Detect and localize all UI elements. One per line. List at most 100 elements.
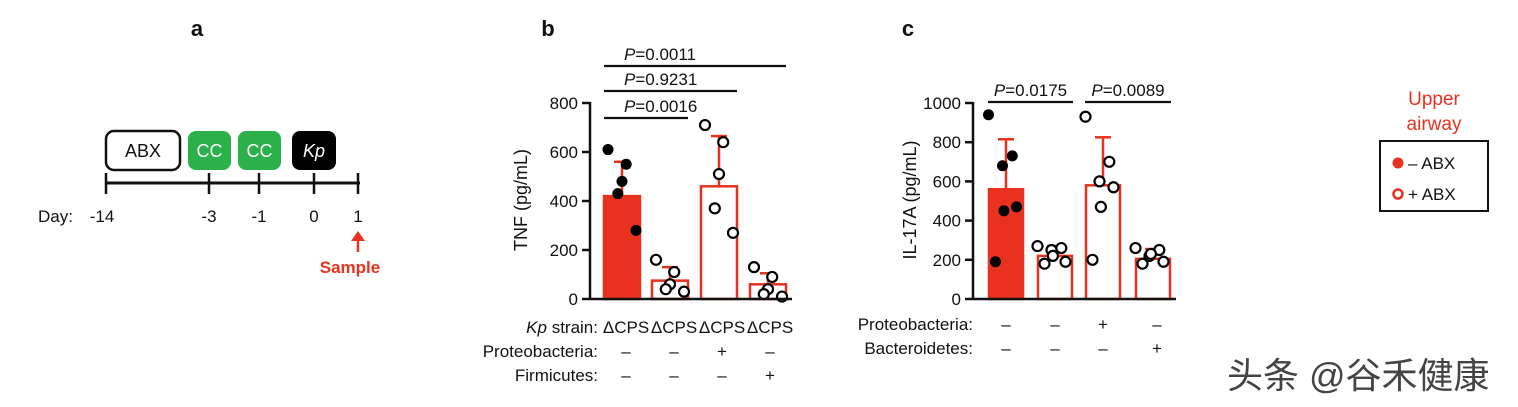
p-value-label: P=0.0011 [624,45,696,64]
data-point [1006,150,1018,162]
day-tick-label: 1 [353,207,362,226]
data-point [1094,200,1108,213]
condition-value: – [1001,339,1011,358]
firmicutes-row-label: Firmicutes: [515,366,598,385]
y-tick-label: 400 [550,192,578,211]
data-point [1144,247,1158,261]
condition-value: – [669,366,679,385]
sample-arrow-icon [351,231,365,241]
panel-b-plot: 0 200 400 600 800 P=0.0011 P=0.9231 P=0.0016 [550,45,792,309]
y-tick-label: 800 [550,94,578,113]
condition-value: – [669,342,679,361]
legend-title-line-2: airway [1407,114,1462,135]
p-value-label: P=0.0175 [994,81,1067,100]
condition-value: – [1001,315,1011,334]
legend: Upper airway – ABX + ABX [1379,89,1489,212]
proteobacteria-row-label: Proteobacteria: [483,342,598,361]
data-point [983,109,994,121]
panel-c-conditions: Proteobacteria: Bacteroidetes: – – + – – – – + [858,315,1163,358]
y-tick-label: 600 [550,143,578,162]
data-point [998,205,1010,217]
cc-box-1 [188,131,231,170]
abx-box [104,129,182,172]
data-point [620,158,632,170]
day-tick-label: 0 [309,207,318,226]
kp-box-label: Kp [303,141,325,161]
data-point [712,167,726,181]
y-tick-label: 400 [933,212,961,231]
abx-box-label: ABX [125,141,161,161]
sample-label: Sample [320,258,380,277]
data-point [708,202,721,215]
y-tick-label: 0 [952,290,961,309]
panel-b: b TNF (pg/mL) 0 200 400 600 800 P=0.0011 P=0.9… [483,16,793,385]
proteobacteria-row-label: Proteobacteria: [858,315,973,334]
data-point [1136,257,1149,270]
p-value-label: P=0.0089 [1091,81,1164,100]
bar [699,185,739,301]
p-value-label: P=0.9231 [624,70,697,89]
condition-value: + [765,366,775,385]
y-tick-label: 200 [933,251,961,270]
data-point [1129,241,1142,255]
panel-c-y-axis-title: IL-17A (pg/mL) [900,140,920,259]
condition-value: – [1152,315,1162,334]
data-point [1059,255,1072,268]
data-point [659,283,672,296]
bacteroidetes-row-label: Bacteroidetes: [864,339,973,358]
y-tick-label: 200 [550,241,578,260]
condition-value: + [1152,339,1162,358]
data-point [677,285,691,298]
condition-value: ΔCPS [747,318,793,337]
filled-circle-icon [1392,157,1404,169]
condition-value: + [717,342,727,361]
data-point [1055,241,1068,255]
data-point [698,118,712,132]
panel-b-label: b [541,16,554,41]
data-point [766,270,779,284]
panel-a: a ABX CC CC Kp Day: -14 -3 -1 0 1 Sample [38,16,380,277]
condition-value: + [1098,315,1108,334]
data-point [612,188,624,200]
day-tick-label: -1 [251,207,266,226]
condition-value: ΔCPS [699,318,745,337]
y-tick-label: 600 [933,172,961,191]
day-label: Day: [38,207,73,226]
condition-value: – [1098,339,1108,358]
data-point [1093,175,1106,188]
data-point [602,144,614,156]
cc-box-2 [238,131,281,170]
data-point [997,160,1008,172]
condition-value: ΔCPS [651,318,697,337]
legend-item-minus-abx: – ABX [1408,154,1455,173]
condition-value: – [621,366,631,385]
y-tick-label: 800 [933,133,961,152]
condition-value: ΔCPS [603,318,649,337]
panel-b-conditions: Kp strain: Proteobacteria: Firmicutes: Δ… [483,318,793,385]
kp-strain-row-label: Kp strain: [526,318,598,337]
bar [602,194,642,301]
panel-c: c IL-17A (pg/mL) 0 200 400 600 800 1000 P=0.01… [858,16,1176,358]
condition-value: – [765,342,775,361]
open-circle-icon [1392,188,1404,200]
condition-value: – [717,366,727,385]
panel-a-label: a [191,16,204,41]
panel-c-label: c [902,16,914,41]
data-point [1086,253,1099,266]
data-point [630,224,642,236]
data-point [1103,155,1116,168]
condition-value: – [1050,339,1060,358]
data-point [649,253,663,266]
p-value-label: P=0.0016 [624,97,697,116]
data-point [1031,239,1044,253]
data-point [990,256,1001,268]
data-point [1046,249,1060,262]
data-point [726,226,740,239]
data-point [1107,181,1120,194]
y-tick-label: 0 [569,290,578,309]
data-point [668,265,681,279]
condition-value: – [621,342,631,361]
kp-box [292,131,336,170]
data-point [1157,255,1170,268]
